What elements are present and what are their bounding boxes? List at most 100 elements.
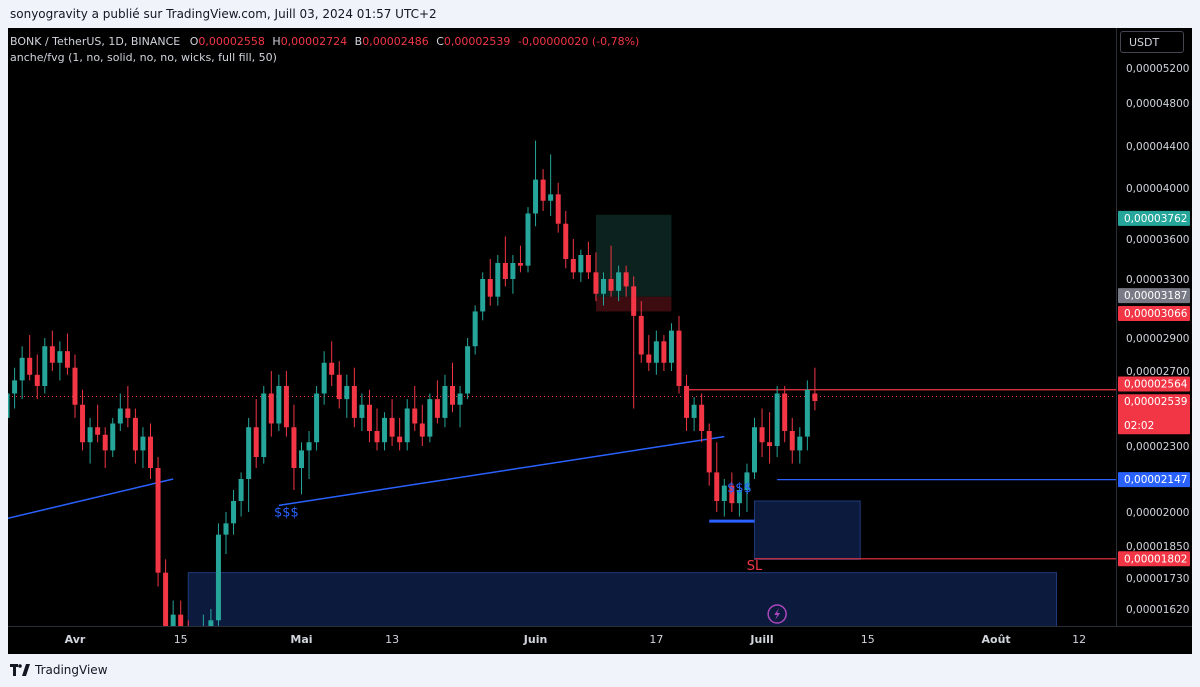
candle[interactable] (276, 374, 282, 431)
price-badge[interactable]: 0,00002564 (1118, 376, 1190, 392)
candle[interactable] (736, 485, 742, 517)
demand-zone-right[interactable] (754, 500, 861, 560)
candle[interactable] (472, 305, 478, 355)
candle[interactable] (427, 393, 433, 443)
candle[interactable] (782, 386, 788, 443)
candle[interactable] (87, 417, 93, 464)
price-badge[interactable]: 0,00001802 (1118, 551, 1190, 567)
candle[interactable] (306, 431, 312, 479)
candle[interactable] (27, 335, 33, 381)
price-badge[interactable]: 0,00003187 (1118, 288, 1190, 304)
candle[interactable] (336, 361, 342, 409)
candle[interactable] (804, 380, 810, 451)
chart-frame[interactable]: $$$ $$$ SL 0,00005200 0,00004800 0,00004400 0,… (8, 28, 1192, 654)
chart-canvas[interactable]: $$$ $$$ SL 0,00005200 0,00004800 0,00004400 0,… (8, 28, 1192, 654)
candle[interactable] (72, 354, 78, 418)
candle[interactable] (117, 393, 123, 432)
candle[interactable] (638, 301, 644, 363)
candle[interactable] (631, 276, 637, 409)
candle[interactable] (721, 479, 727, 517)
candle[interactable] (231, 490, 237, 535)
demand-zone-bottom[interactable] (187, 572, 1057, 638)
candle[interactable] (691, 397, 697, 431)
candle[interactable] (193, 629, 198, 654)
candle[interactable] (767, 412, 773, 464)
candle[interactable] (299, 442, 304, 495)
candle[interactable] (517, 245, 523, 273)
candle[interactable] (351, 367, 357, 428)
candle[interactable] (616, 265, 622, 302)
candle[interactable] (465, 338, 471, 400)
candle[interactable] (608, 245, 614, 297)
candle[interactable] (8, 380, 10, 431)
candle[interactable] (125, 386, 131, 428)
price-badge[interactable]: 0,00003066 (1118, 306, 1190, 322)
plot-area[interactable]: $$$ $$$ SL (8, 140, 1116, 654)
candle[interactable] (329, 341, 335, 386)
candle[interactable] (548, 154, 554, 217)
candle[interactable] (653, 330, 659, 375)
candle[interactable] (246, 417, 252, 512)
candle[interactable] (578, 249, 584, 282)
candle[interactable] (382, 412, 388, 451)
symbol-label[interactable]: BONK / TetherUS, 1D, BINANCE (10, 35, 181, 48)
candle[interactable] (223, 512, 229, 554)
candle[interactable] (510, 255, 516, 294)
candle[interactable] (359, 393, 365, 432)
candle[interactable] (563, 210, 569, 269)
candle[interactable] (585, 241, 591, 279)
candle[interactable] (789, 417, 795, 464)
candle[interactable] (314, 386, 320, 451)
candle[interactable] (132, 408, 138, 464)
candle[interactable] (208, 609, 214, 654)
candle[interactable] (495, 255, 501, 306)
candle[interactable] (148, 423, 153, 480)
candle[interactable] (646, 335, 652, 371)
candle[interactable] (714, 442, 720, 512)
currency-button[interactable]: USDT (1120, 31, 1184, 53)
candle[interactable] (344, 374, 350, 418)
candle[interactable] (525, 207, 531, 273)
candle[interactable] (321, 351, 327, 405)
candle[interactable] (397, 417, 403, 451)
candle[interactable] (759, 408, 765, 458)
candle[interactable] (570, 239, 576, 279)
price-badge[interactable]: 0,00002539 02:02 (1118, 394, 1190, 435)
candle[interactable] (706, 423, 712, 486)
candle[interactable] (450, 362, 455, 413)
candle[interactable] (238, 472, 244, 517)
candle[interactable] (155, 457, 161, 587)
candle[interactable] (404, 399, 410, 451)
candle[interactable] (291, 404, 297, 490)
trendline-1[interactable] (8, 478, 174, 535)
candle[interactable] (661, 335, 667, 371)
candle[interactable] (812, 367, 818, 411)
candle[interactable] (487, 259, 493, 306)
candle[interactable] (49, 330, 55, 371)
candle[interactable] (12, 367, 18, 409)
candle[interactable] (102, 427, 108, 468)
candle[interactable] (480, 272, 486, 321)
price-badge[interactable]: 0,00003762 (1118, 210, 1190, 226)
candle[interactable] (57, 341, 63, 381)
candle[interactable] (684, 374, 690, 431)
candle[interactable] (163, 559, 169, 654)
candle[interactable] (261, 386, 267, 464)
candle[interactable] (555, 182, 561, 233)
candle[interactable] (457, 386, 463, 428)
candle[interactable] (140, 427, 146, 468)
candle[interactable] (283, 371, 289, 437)
candle[interactable] (178, 600, 184, 649)
lightning-icon[interactable] (767, 604, 787, 624)
candle[interactable] (19, 346, 25, 400)
candle[interactable] (729, 472, 735, 512)
candle[interactable] (668, 323, 674, 371)
candle[interactable] (95, 404, 101, 443)
candle[interactable] (744, 463, 750, 512)
candle[interactable] (774, 386, 780, 457)
candle[interactable] (253, 399, 259, 468)
candle[interactable] (502, 236, 508, 287)
candle[interactable] (623, 265, 629, 297)
candle[interactable] (80, 389, 86, 451)
candle[interactable] (34, 354, 40, 400)
